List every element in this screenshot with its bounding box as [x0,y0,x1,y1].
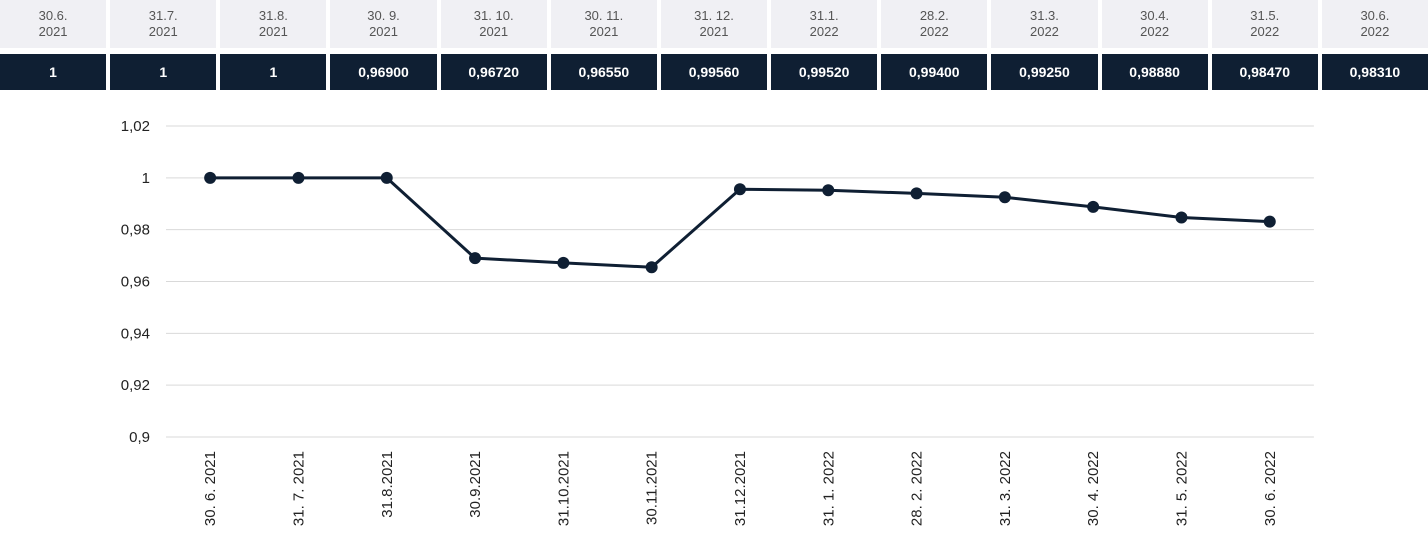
x-tick-label: 30. 4. 2022 [1085,451,1102,526]
chart: 0,9 0,92 0,94 0,96 0,98 1 1,02 30. 6. 2021 31. 7… [121,118,1314,526]
x-tick-label: 30.11.2021 [644,451,661,525]
y-tick-label: 1,02 [121,118,150,135]
date-cell: 31.5. 2022 [1211,0,1318,48]
point [645,261,658,274]
value-cell: 0,99400 [881,54,988,90]
date-cell: 30.6. 2022 [1321,0,1428,48]
point [204,171,217,184]
y-tick-label: 1 [142,170,150,187]
value-cell: 0,99520 [771,54,878,90]
date-cell: 30.4. 2022 [1101,0,1208,48]
x-tick-label: 31. 7. 2021 [290,451,307,526]
date-cell: 31.3. 2022 [991,0,1098,48]
date-cell: 31. 12. 2021 [660,0,768,48]
y-tick-label: 0,96 [121,274,150,291]
point [1263,215,1276,228]
y-tick-label: 0,94 [121,325,150,342]
value-cell: 1 [0,54,107,90]
value-cell: 0,98310 [1321,54,1428,90]
x-tick-label: 31.12.2021 [732,451,749,526]
date-header-row: 30.6. 2021 31.7. 2021 31.8. 2021 30. 9. 202… [0,0,1428,48]
x-tick-label: 31.10.2021 [555,451,572,526]
point [292,171,305,184]
date-cell: 28.2. 2022 [881,0,988,48]
x-tick-label: 30.9.2021 [467,451,484,518]
point [469,252,482,265]
value-cell: 0,99250 [991,54,1098,90]
x-tick-label: 31. 1. 2022 [820,451,837,526]
value-cell: 0,98880 [1101,54,1208,90]
point [910,187,923,200]
value-cell: 0,96720 [440,54,547,90]
date-cell: 31. 10. 2021 [440,0,547,48]
point [822,184,835,197]
value-cell: 0,99560 [660,54,768,90]
date-cell: 31.8. 2021 [220,0,327,48]
date-cell: 31.1. 2022 [771,0,878,48]
x-tick-label: 31. 5. 2022 [1173,451,1190,526]
point [1175,211,1188,224]
point [1087,200,1100,213]
x-tick-label: 30. 6. 2022 [1262,451,1279,526]
value-cell: 1 [220,54,327,90]
date-cell: 30. 11. 2021 [550,0,657,48]
date-cell: 30.6. 2021 [0,0,107,48]
y-tick-label: 0,92 [121,377,150,394]
x-tick-label: 30. 6. 2021 [202,451,219,526]
point [733,183,746,196]
point [380,171,393,184]
date-cell: 30. 9. 2021 [330,0,437,48]
x-tick-label: 31.8.2021 [379,451,396,518]
y-tick-label: 0,98 [121,222,150,239]
date-cell: 31.7. 2021 [110,0,217,48]
x-tick-label: 28. 2. 2022 [909,451,926,526]
value-cell: 1 [110,54,217,90]
value-cell: 0,96900 [330,54,437,90]
value-row: 1 1 1 0,96900 0,96720 0,96550 0,99560 0,99520 0,… [0,54,1428,90]
value-cell: 0,98470 [1211,54,1318,90]
point [998,191,1011,204]
x-tick-label: 31. 3. 2022 [997,451,1014,526]
value-cell: 0,96550 [550,54,657,90]
point [557,256,570,269]
y-tick-label: 0,9 [129,429,150,446]
